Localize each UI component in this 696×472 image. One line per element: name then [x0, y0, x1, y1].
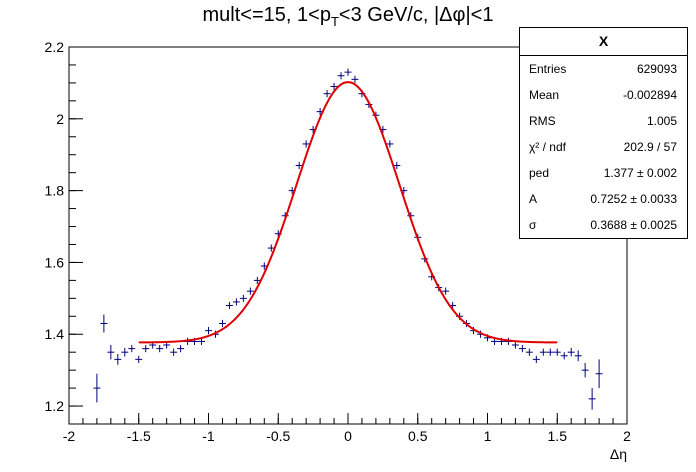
- data-point: [330, 82, 338, 91]
- y-tick-label: 1.2: [45, 398, 65, 414]
- data-point: [121, 347, 129, 357]
- data-point: [553, 348, 561, 356]
- x-tick-label: 0: [344, 428, 352, 444]
- data-point: [170, 348, 178, 356]
- x-axis: -2 -1.5 -1 -0.5 0 0.5 1 1.5 2: [63, 413, 631, 444]
- stats-label: Entries: [529, 62, 567, 76]
- x-axis-label: Δη: [610, 446, 627, 462]
- data-point: [588, 388, 596, 410]
- stats-label: χ² / ndf: [529, 140, 566, 154]
- data-point: [177, 345, 185, 353]
- stats-label: A: [529, 192, 538, 206]
- data-point: [93, 373, 101, 403]
- data-point: [442, 287, 450, 295]
- x-tick-label: 1.5: [548, 428, 568, 444]
- title-subscript: T: [330, 14, 339, 29]
- data-point: [232, 298, 240, 306]
- y-tick-label: 1.4: [45, 326, 65, 342]
- data-point: [142, 345, 150, 353]
- stats-value: 1.377 ± 0.002: [603, 166, 677, 180]
- x-tick-label: -1: [202, 428, 215, 444]
- y-tick-label: 1.6: [45, 254, 65, 270]
- stats-value: 0.7252 ± 0.0033: [590, 192, 677, 206]
- y-tick-label: 1.8: [45, 183, 65, 199]
- stats-row: A 0.7252 ± 0.0033: [520, 186, 687, 212]
- data-point: [246, 287, 254, 295]
- data-point: [253, 276, 261, 284]
- data-point: [100, 314, 108, 333]
- data-point: [218, 319, 226, 328]
- title-suffix: <3 GeV/c, |Δφ|<1: [338, 4, 494, 26]
- stats-value: 202.9 / 57: [623, 140, 677, 154]
- data-point: [225, 301, 233, 310]
- stats-label: RMS: [529, 114, 556, 128]
- data-point: [128, 345, 136, 353]
- y-tick-label: 2: [56, 111, 64, 127]
- stats-box: X Entries 629093 Mean -0.002894 RMS 1.005 χ…: [519, 27, 688, 239]
- chart-title: mult<=15, 1<pT<3 GeV/c, |Δφ|<1: [0, 4, 696, 29]
- data-point: [539, 348, 547, 356]
- x-tick-label: 1: [484, 428, 492, 444]
- data-point: [567, 347, 575, 357]
- data-point: [560, 352, 568, 360]
- data-point: [198, 337, 206, 346]
- stats-value: 1.005: [646, 114, 677, 128]
- title-prefix: mult<=15, 1<p: [202, 4, 331, 26]
- data-point: [107, 345, 115, 360]
- stats-row: Entries 629093: [520, 56, 687, 82]
- stats-row: χ² / ndf 202.9 / 57: [520, 134, 687, 160]
- x-tick-label: 0.5: [408, 428, 428, 444]
- stats-row: ped 1.377 ± 0.002: [520, 160, 687, 186]
- data-point: [532, 355, 540, 363]
- data-point: [393, 161, 401, 170]
- y-tick-label: 2.2: [45, 39, 65, 55]
- data-point: [114, 353, 122, 365]
- data-point: [518, 345, 526, 353]
- data-point: [239, 294, 247, 302]
- stats-row: RMS 1.005: [520, 108, 687, 134]
- stats-row: Mean -0.002894: [520, 82, 687, 108]
- stats-value: 629093: [636, 62, 677, 76]
- data-point: [135, 355, 143, 363]
- data-point: [344, 68, 352, 76]
- data-point: [351, 75, 359, 83]
- stats-label: σ: [529, 218, 537, 232]
- x-tick-label: -1.5: [127, 428, 151, 444]
- data-point: [323, 90, 331, 98]
- data-point: [525, 348, 533, 356]
- data-point: [546, 348, 554, 356]
- data-point: [295, 161, 303, 170]
- data-point: [490, 337, 498, 346]
- data-point: [156, 345, 164, 353]
- stats-value: -0.002894: [622, 88, 677, 102]
- fit-curve: [138, 81, 558, 344]
- stats-row: σ 0.3688 ± 0.0025: [520, 212, 687, 238]
- stats-box-title: X: [520, 28, 687, 56]
- data-point: [511, 341, 519, 349]
- stats-value: 0.3688 ± 0.0025: [590, 218, 677, 232]
- data-point: [574, 350, 582, 362]
- x-tick-label: -0.5: [266, 428, 290, 444]
- data-point: [386, 140, 394, 148]
- data-point: [337, 72, 345, 80]
- x-tick-label: -2: [63, 428, 76, 444]
- data-point: [581, 362, 589, 378]
- x-tick-label: 2: [623, 428, 631, 444]
- data-point: [302, 140, 310, 148]
- data-point: [595, 359, 603, 389]
- stats-label: Mean: [529, 88, 560, 102]
- data-points: [93, 68, 603, 410]
- stats-label: ped: [529, 166, 550, 180]
- data-point: [267, 244, 275, 252]
- data-point: [205, 327, 212, 335]
- y-axis: 1.2 1.4 1.6 1.8 2 2.2: [45, 39, 83, 414]
